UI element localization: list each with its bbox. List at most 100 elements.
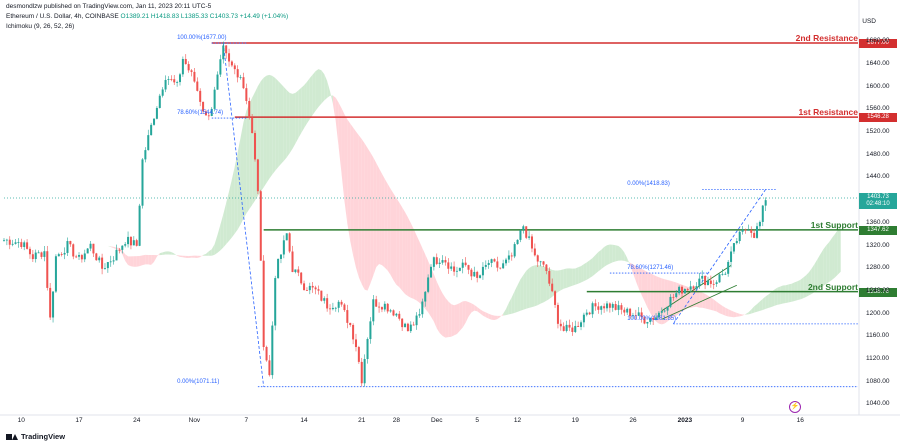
candle-body	[605, 303, 609, 309]
candle-body	[147, 135, 150, 151]
cloud-segment	[269, 74, 273, 179]
cloud-segment	[661, 278, 665, 325]
candle-body	[282, 240, 285, 255]
candle-body	[242, 77, 245, 89]
cloud-segment	[748, 309, 752, 315]
candle-body	[559, 323, 562, 327]
candle-body	[256, 159, 259, 192]
cloud-segment	[266, 74, 270, 183]
cloud-segment	[757, 301, 760, 312]
fib-retracement	[211, 42, 858, 388]
cloud-segment	[402, 207, 406, 294]
candle-body	[646, 321, 649, 324]
cloud-segment	[826, 242, 830, 284]
candle-body	[378, 306, 381, 308]
candle-body	[265, 346, 268, 361]
cloud-segment	[364, 143, 368, 291]
cloud-segment	[733, 311, 737, 318]
candle-body	[530, 236, 533, 249]
candle-body	[202, 101, 205, 112]
candle-body	[620, 305, 623, 310]
candle-body	[305, 290, 308, 291]
cloud-segment	[837, 226, 841, 275]
cloud-segment	[125, 254, 129, 265]
cloud-segment	[191, 255, 195, 258]
candle-body	[643, 317, 646, 324]
tradingview-footer[interactable]: TradingView	[6, 432, 65, 441]
candle-body	[427, 277, 430, 292]
lightning-icon[interactable]: ⚡	[789, 401, 801, 413]
candle-body	[291, 251, 294, 273]
candle-body	[317, 289, 320, 291]
x-tick-label: 14	[300, 417, 308, 424]
candle-body	[629, 308, 632, 317]
cloud-segment	[529, 266, 532, 308]
y-tick-label: 1360.00	[866, 218, 890, 226]
candle-body	[660, 311, 663, 313]
cloud-segment	[283, 86, 287, 161]
cloud-segment	[399, 202, 403, 291]
level-price-tag: 1347.62	[859, 225, 897, 235]
y-tick-label: 1600.00	[866, 82, 890, 90]
x-tick-label: 17	[75, 417, 83, 424]
cloud-segment	[560, 269, 564, 291]
cloud-segment	[829, 237, 833, 282]
candle-body	[738, 231, 741, 242]
fib-label: 0.00%(1071.11)	[177, 378, 220, 385]
cloud-segment	[93, 242, 97, 243]
candle-body	[649, 317, 652, 322]
current-price-value: 1403.73	[867, 194, 889, 201]
y-tick-label: 1680.00	[866, 37, 890, 45]
cloud-segment	[237, 137, 241, 230]
candle-body	[141, 159, 144, 206]
y-tick-label: 1320.00	[866, 241, 890, 249]
candle-body	[366, 339, 369, 360]
y-tick-label: 1240.00	[866, 286, 890, 294]
y-tick-label: 1440.00	[866, 173, 890, 181]
candle-body	[484, 264, 487, 267]
candle-body	[695, 286, 698, 289]
cloud-segment	[182, 255, 186, 258]
cloud-segment	[806, 272, 809, 298]
x-tick-label: 5	[475, 417, 479, 424]
cloud-segment	[803, 275, 807, 299]
candle-body	[248, 100, 251, 118]
cloud-segment	[208, 249, 212, 256]
x-tick-label: 12	[513, 417, 522, 424]
cloud-segment	[312, 71, 316, 115]
x-tick-label: Nov	[188, 417, 201, 424]
candle-body	[758, 221, 761, 227]
cloud-segment	[433, 274, 437, 329]
cloud-segment	[104, 244, 108, 246]
candle-body	[268, 360, 271, 376]
cloud-segment	[384, 178, 388, 271]
cloud-segment	[477, 306, 481, 314]
cloud-segment	[393, 193, 397, 285]
cloud-segment	[653, 274, 657, 322]
candle-body	[78, 255, 81, 257]
candle-body	[476, 271, 479, 278]
candle-body	[669, 296, 672, 307]
cloud-segment	[506, 302, 509, 316]
candle-body	[516, 239, 519, 245]
y-tick-label: 1040.00	[866, 400, 890, 408]
cloud-segment	[332, 95, 336, 122]
cloud-segment	[575, 267, 579, 285]
candle-body	[718, 274, 721, 283]
cloud-segment	[462, 301, 466, 328]
candle-body	[611, 304, 614, 308]
cloud-segment	[315, 69, 319, 111]
candle-body	[219, 59, 222, 75]
cloud-segment	[341, 108, 345, 201]
cloud-segment	[410, 223, 414, 299]
x-tick-label: 28	[392, 417, 400, 424]
cloud-segment	[292, 92, 296, 149]
fib-label: 0.00%(1418.83)	[627, 181, 670, 188]
candle-body	[519, 230, 522, 240]
candle-body	[37, 252, 40, 254]
candle-body	[744, 229, 747, 231]
cloud-segment	[771, 289, 775, 307]
indicator-label[interactable]: Ichimoku (9, 26, 52, 26)	[6, 23, 75, 30]
fib-label: 100.00%(1181.85)	[627, 315, 677, 322]
